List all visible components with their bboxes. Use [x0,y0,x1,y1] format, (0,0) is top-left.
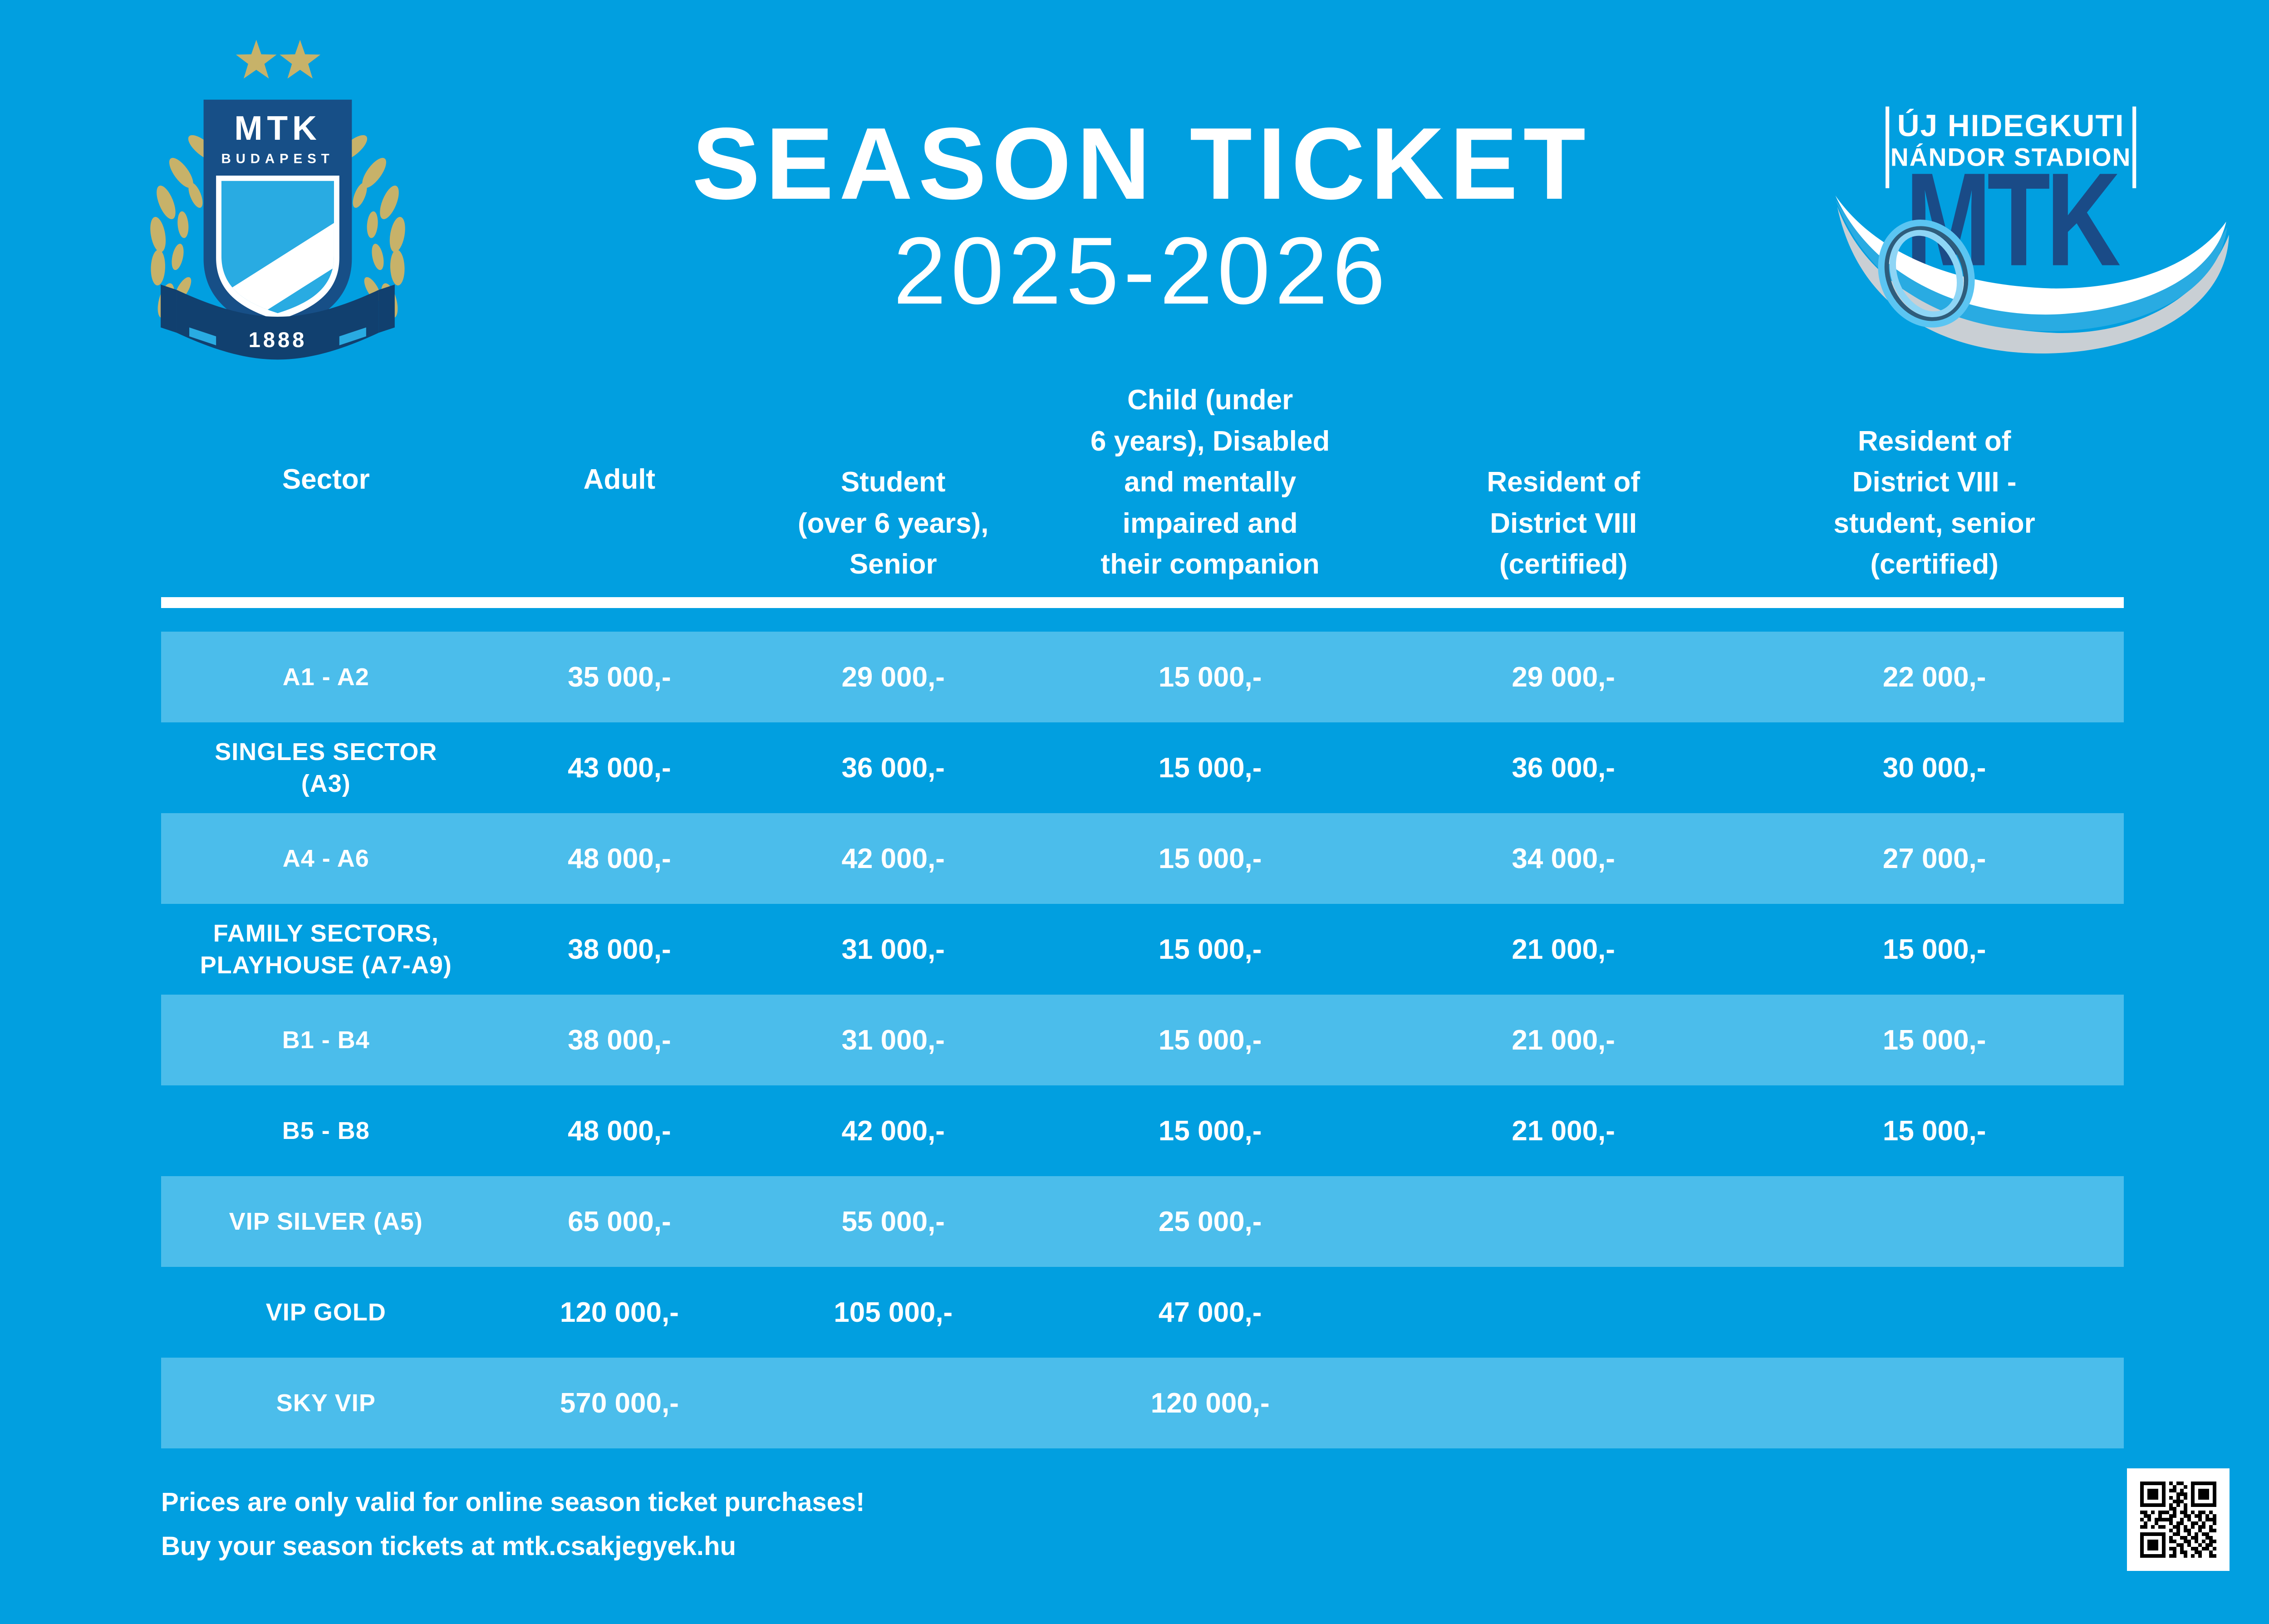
crest-ribbon [161,285,395,360]
price-cell: 42 000,- [841,843,945,874]
qr-code-modules [2140,1482,2216,1558]
price-cell: 47 000,- [1158,1296,1262,1328]
price-cell: 38 000,- [568,933,671,965]
sector-cell: FAMILY SECTORS, PLAYHOUSE (A7-A9) [200,919,452,979]
column-header-student-senior: Student (over 6 years), Senior [797,466,989,580]
price-cell: 15 000,- [1158,1024,1262,1056]
season-subtitle: 2025-2026 [893,217,1390,324]
price-cell: 65 000,- [568,1206,671,1237]
sector-cell: B1 - B4 [282,1026,370,1054]
table-row: SKY VIP 570 000,- 120 000,- [161,1358,2124,1448]
sector-cell: VIP GOLD [265,1298,386,1326]
sector-cell: SKY VIP [276,1389,376,1417]
price-cell: 21 000,- [1512,1115,1615,1147]
table-row: VIP GOLD 120 000,- 105 000,- 47 000,- [161,1267,2124,1358]
page-title: SEASON TICKET [692,106,1591,221]
table-row: B1 - B4 38 000,- 31 000,- 15 000,- 21 00… [161,995,2124,1085]
price-cell: 30 000,- [1882,752,1986,784]
price-cell: 15 000,- [1882,1024,1986,1056]
price-cell: 15 000,- [1158,843,1262,874]
price-cell: 15 000,- [1882,933,1986,965]
price-cell: 120 000,- [560,1296,679,1328]
sector-cell: A1 - A2 [282,663,369,691]
sector-cell: B5 - B8 [282,1117,370,1144]
stadium-mtk-letters: MTK [1905,145,2120,294]
price-cell: 15 000,- [1158,752,1262,784]
price-cell: 120 000,- [1150,1387,1270,1419]
footer-validity-note: Prices are only valid for online season … [161,1487,865,1517]
sector-cell: SINGLES SECTOR (A3) [215,738,437,797]
header-divider [161,597,2124,608]
table-header-row: Sector Adult Student (over 6 years), Sen… [161,374,2124,597]
stadium-logo-left-bar [1886,106,1890,188]
qr-code-icon [2127,1468,2230,1571]
price-cell: 31 000,- [841,1024,945,1056]
price-cell: 29 000,- [1512,661,1615,693]
stadium-logo: ÚJ HIDEGKUTI NÁNDOR STADION MTK [1835,106,2229,353]
price-cell: 43 000,- [568,752,671,784]
crest-city-name: BUDAPEST [221,151,334,166]
price-cell: 105 000,- [834,1296,953,1328]
price-cell: 25 000,- [1158,1206,1262,1237]
price-cell: 34 000,- [1512,843,1615,874]
price-cell: 15 000,- [1882,1115,1986,1147]
price-cell: 36 000,- [1512,752,1615,784]
price-cell: 21 000,- [1512,933,1615,965]
crest-club-name: MTK [234,109,321,147]
price-cell: 15 000,- [1158,1115,1262,1147]
price-cell: 570 000,- [560,1387,679,1419]
price-cell: 42 000,- [841,1115,945,1147]
laurel-wreath-icon [150,118,405,318]
price-cell: 36 000,- [841,752,945,784]
price-cell: 35 000,- [568,661,671,693]
swoosh-cyan-band [1835,199,2227,331]
price-cell: 15 000,- [1158,933,1262,965]
stadium-name-line2: NÁNDOR STADION [1891,143,2131,172]
price-cell: 21 000,- [1512,1024,1615,1056]
ribbon-accent-left [189,327,216,345]
mtk-crest-logo: MTK BUDAPEST 1888 [150,39,405,360]
price-cell: 48 000,- [568,843,671,874]
stadium-name-line1: ÚJ HIDEGKUTI [1897,109,2125,143]
column-header-sector: Sector [282,464,370,496]
table-row: SINGLES SECTOR (A3) 43 000,- 36 000,- 15… [161,722,2124,813]
sector-cell: A4 - A6 [282,844,369,872]
column-header-child-disabled: Child (under 6 years), Disabled and ment… [1090,384,1330,580]
swoosh-rings-icon [1878,220,1975,328]
footer-purchase-note: Buy your season tickets at mtk.csakjegye… [161,1531,736,1561]
price-cell: 38 000,- [568,1024,671,1056]
ribbon-accent-right [339,327,366,345]
table-row: VIP SILVER (A5) 65 000,- 55 000,- 25 000… [161,1176,2124,1267]
stadium-logo-right-bar [2132,106,2136,188]
sector-cell: VIP SILVER (A5) [229,1207,423,1235]
swoosh-white-band [1835,196,2226,315]
price-cell: 15 000,- [1158,661,1262,693]
table-row: A4 - A6 48 000,- 42 000,- 15 000,- 34 00… [161,813,2124,904]
gold-stars-icon [236,39,321,79]
price-cell: 48 000,- [568,1115,671,1147]
price-table: Sector Adult Student (over 6 years), Sen… [161,374,2124,1448]
table-row: B5 - B8 48 000,- 42 000,- 15 000,- 21 00… [161,1085,2124,1176]
column-header-resident-student-senior: Resident of District VIII - student, sen… [1833,425,2035,580]
table-body: A1 - A2 35 000,- 29 000,- 15 000,- 29 00… [161,632,2124,1448]
table-row: A1 - A2 35 000,- 29 000,- 15 000,- 29 00… [161,632,2124,722]
price-cell: 27 000,- [1882,843,1986,874]
price-cell: 31 000,- [841,933,945,965]
table-row: FAMILY SECTORS, PLAYHOUSE (A7-A9) 38 000… [161,904,2124,995]
price-cell: 22 000,- [1882,661,1986,693]
price-cell: 55 000,- [841,1206,945,1237]
price-cell: 29 000,- [841,661,945,693]
column-header-resident: Resident of District VIII (certified) [1487,466,1640,580]
column-header-adult: Adult [583,464,656,496]
footer-notes: Prices are only valid for online season … [161,1480,864,1568]
crest-founded-year: 1888 [249,328,307,352]
